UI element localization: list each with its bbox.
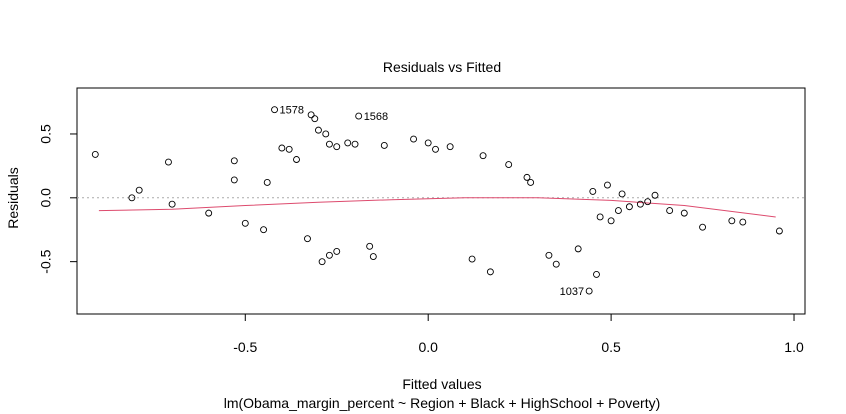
data-point (545, 251, 553, 259)
data-point (260, 226, 268, 234)
data-point (505, 161, 513, 169)
labeled-point-1578 (271, 106, 278, 114)
data-point (278, 144, 286, 152)
data-point (523, 173, 531, 181)
data-point (593, 270, 600, 278)
data-point (574, 245, 582, 253)
data-point (168, 200, 176, 208)
data-point (527, 179, 535, 186)
data-point (644, 198, 652, 206)
x-axis: -0.5 0.0 0.5 1.0 (233, 314, 804, 355)
data-point (775, 227, 783, 235)
data-point (128, 194, 136, 202)
data-point (618, 190, 626, 198)
data-point (680, 209, 688, 217)
point-label-1568: 1568 (364, 111, 388, 123)
data-point (604, 181, 611, 189)
data-point (380, 142, 388, 149)
data-point (318, 258, 326, 266)
data-point (333, 247, 341, 255)
data-point (91, 150, 99, 158)
y-tick-label: -0.5 (38, 249, 54, 273)
data-point (410, 135, 418, 143)
chart-title: Residuals vs Fitted (383, 59, 501, 75)
x-axis-title: Fitted values (402, 376, 481, 392)
x-tick-label: 1.0 (784, 339, 804, 355)
data-point (230, 157, 238, 165)
data-point (699, 223, 707, 231)
y-axis: -0.5 0.0 0.5 (38, 124, 77, 274)
data-point (552, 260, 560, 268)
data-point (325, 140, 333, 148)
smoother-line (98, 197, 776, 218)
labeled-point-1568 (355, 112, 363, 120)
data-point (739, 218, 747, 226)
data-point (369, 253, 377, 260)
data-point (468, 255, 476, 263)
data-point (311, 115, 319, 123)
labeled-point-1037 (585, 287, 593, 295)
plot-frame (76, 87, 806, 315)
data-point (486, 268, 494, 276)
data-point (314, 126, 322, 134)
outlier-labels: 1578 1568 1037 (280, 105, 585, 298)
data-point (728, 217, 736, 225)
data-point (596, 213, 604, 221)
data-point (322, 130, 330, 138)
data-point (285, 145, 293, 153)
data-point (165, 158, 172, 166)
data-point (344, 139, 352, 147)
data-point (366, 242, 374, 250)
data-point (479, 152, 487, 160)
point-label-1037: 1037 (560, 286, 584, 298)
data-point (307, 111, 315, 119)
data-point (333, 143, 341, 151)
data-point (432, 145, 439, 153)
data-point (304, 235, 311, 243)
data-point (446, 143, 454, 151)
x-tick-label: 0.0 (418, 339, 438, 355)
model-formula-subtitle: lm(Obama_margin_percent ~ Region + Black… (224, 395, 661, 411)
data-point (293, 156, 300, 163)
x-tick-label: 0.5 (601, 339, 621, 355)
data-point (666, 207, 674, 215)
data-point (424, 139, 432, 147)
data-point (589, 187, 597, 195)
y-axis-title: Residuals (5, 167, 21, 228)
point-label-1578: 1578 (280, 105, 304, 117)
data-point (263, 179, 271, 186)
smoother-curve (98, 197, 776, 218)
data-point (351, 140, 359, 148)
y-tick-label: 0.5 (38, 124, 54, 144)
data-point (205, 209, 213, 217)
data-point (135, 186, 143, 194)
data-point (230, 176, 238, 184)
data-point (625, 203, 633, 211)
data-point (325, 251, 333, 259)
x-tick-label: -0.5 (233, 339, 257, 355)
data-point (651, 191, 659, 199)
data-point (636, 200, 644, 208)
data-point (241, 219, 249, 227)
data-point (607, 217, 615, 225)
data-point (614, 207, 622, 215)
y-tick-label: 0.0 (38, 188, 54, 208)
scatter-points (91, 106, 783, 295)
